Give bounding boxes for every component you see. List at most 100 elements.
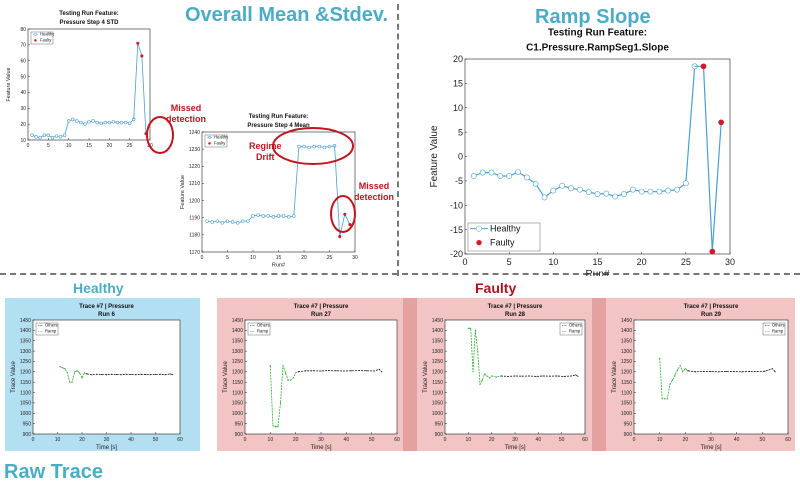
vertical-divider [397, 4, 399, 276]
data-point-faulty [348, 223, 352, 227]
data-point-others [575, 374, 577, 376]
legend-marker-healthy [207, 135, 212, 139]
x-tick-label: 30 [512, 437, 518, 443]
x-tick-label: 5 [226, 255, 229, 261]
data-point-ramp [669, 383, 671, 385]
y-tick-label: 1150 [432, 380, 443, 386]
data-point-others [733, 371, 735, 373]
y-tick-label: 1450 [432, 318, 443, 324]
data-point-healthy [103, 120, 107, 125]
series-line-ramp [269, 365, 299, 428]
regime-drift-line2: Drift [256, 152, 275, 162]
y-tick-label: 1300 [621, 349, 632, 355]
y-tick-label: 1200 [189, 198, 200, 204]
x-tick-label: 60 [394, 437, 400, 443]
data-point-healthy [34, 135, 38, 139]
x-tick-label: 30 [708, 437, 714, 443]
horizontal-divider [0, 273, 800, 275]
data-point-others [535, 375, 537, 377]
y-tick-label: 1400 [20, 328, 31, 334]
x-tick-label: 15 [276, 255, 282, 261]
y-axis-label: Trace Value [11, 360, 17, 392]
x-axis-label: Time [s] [96, 445, 117, 451]
x-axis-label: Time [s] [504, 445, 525, 451]
missed-mean-line2: detection [354, 192, 395, 202]
y-tick-label: 1350 [20, 338, 31, 344]
y-tick-label: 5 [458, 127, 463, 137]
data-point-healthy [111, 120, 116, 124]
legend-label-ramp: Ramp [772, 329, 784, 334]
data-point-ramp [679, 365, 681, 367]
data-point-healthy [256, 213, 260, 217]
y-tick-label: 1150 [232, 380, 243, 386]
data-point-healthy [594, 191, 601, 197]
y-tick-label: -5 [455, 176, 463, 186]
legend-marker-healthy [476, 225, 482, 232]
legend-box [559, 322, 583, 336]
legend-label-others: Others [569, 323, 582, 328]
y-tick-label: 10 [20, 138, 26, 144]
data-point-others [549, 375, 551, 377]
data-point-healthy [506, 173, 513, 179]
data-point-healthy [205, 219, 209, 223]
data-point-healthy [246, 219, 250, 223]
y-tick-label: 1450 [621, 318, 632, 324]
plot-area [464, 58, 731, 255]
data-point-healthy [488, 169, 495, 176]
missed-std-line2: detection [166, 114, 207, 124]
data-point-healthy [307, 145, 311, 150]
x-axis-label: Time [s] [700, 445, 721, 451]
series-line-faulty [133, 43, 147, 134]
data-point-ramp [470, 327, 472, 329]
data-point-others [96, 373, 98, 375]
data-point-healthy [241, 219, 245, 223]
legend-marker-healthy [33, 32, 38, 36]
data-point-healthy [682, 180, 689, 187]
data-point-healthy [30, 133, 34, 137]
y-tick-label: 1300 [432, 349, 443, 355]
x-tick-label: 0 [462, 257, 467, 267]
data-point-faulty [718, 119, 725, 126]
data-point-healthy [322, 145, 327, 150]
plot-area [633, 319, 789, 435]
data-point-others [702, 370, 704, 372]
x-tick-label: 0 [444, 437, 447, 443]
y-tick-label: 1150 [20, 380, 31, 386]
annotation-ellipses [146, 116, 356, 233]
y-tick-label: 1190 [189, 215, 200, 221]
x-tick-label: 60 [582, 437, 588, 443]
x-tick-label: 0 [633, 437, 636, 443]
y-tick-label: 1350 [232, 338, 243, 344]
data-point-healthy [266, 214, 271, 218]
data-point-ramp [664, 398, 666, 400]
data-point-ramp [488, 377, 490, 379]
x-tick-label: 5 [47, 143, 50, 149]
y-tick-label: 20 [20, 122, 26, 128]
y-tick-label: 1100 [232, 390, 243, 396]
y-tick-label: 1150 [621, 380, 632, 386]
data-point-ramp [292, 377, 294, 379]
data-point-others [366, 370, 368, 372]
data-point-healthy [470, 173, 477, 179]
legend-label-healthy: Healthy [214, 135, 229, 140]
data-point-healthy [127, 121, 132, 126]
y-tick-label: 1050 [621, 401, 632, 407]
data-point-others [710, 371, 712, 373]
y-tick-label: 1050 [432, 401, 443, 407]
data-point-healthy [568, 185, 574, 192]
data-point-others [358, 370, 360, 372]
y-tick-label: 40 [20, 90, 26, 96]
data-point-others [514, 375, 516, 377]
data-point-ramp [290, 379, 292, 381]
y-tick-label: 1400 [232, 328, 243, 334]
x-tick-label: 10 [66, 143, 72, 149]
chart-subtitle: C1.Pressure.RampSeg1.Slope [526, 43, 669, 54]
data-point-healthy [479, 169, 486, 176]
x-tick-label: 30 [352, 255, 358, 261]
y-tick-label: 1300 [20, 349, 31, 355]
y-axis-label: Trace Value [423, 360, 429, 392]
data-point-ramp [659, 357, 661, 359]
y-tick-label: 1450 [232, 318, 243, 324]
y-tick-label: 950 [235, 421, 244, 427]
